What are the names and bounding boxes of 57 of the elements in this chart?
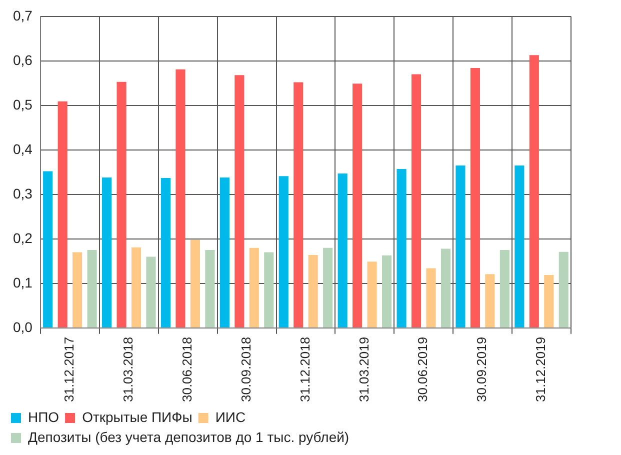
- legend-label: Открытые ПИФы: [82, 408, 192, 425]
- bar: [411, 74, 422, 328]
- x-tick-label: 31.12.2018: [297, 336, 312, 402]
- bar: [264, 252, 274, 328]
- legend-label: НПО: [28, 408, 60, 425]
- y-tick-label: 0,4: [12, 140, 33, 157]
- bar: [102, 178, 112, 328]
- bar: [456, 165, 466, 328]
- bar: [426, 268, 436, 328]
- bar: [367, 262, 377, 328]
- y-tick-label: 0,3: [12, 185, 33, 202]
- x-tick-label: 31.12.2017: [62, 336, 77, 402]
- x-tick-label: 30.09.2019: [474, 336, 490, 402]
- y-tick-label: 0,0: [12, 318, 33, 335]
- y-tick-label: 0,2: [12, 230, 33, 246]
- bar: [278, 176, 288, 328]
- x-tick-label: 31.03.2019: [356, 336, 372, 402]
- bar: [72, 252, 82, 328]
- bar: [352, 84, 362, 328]
- bar: [294, 82, 304, 328]
- x-tick-label: 31.03.2018: [120, 336, 136, 402]
- bar: [116, 82, 126, 328]
- bar: [544, 274, 554, 328]
- x-tick-label: 31.12.2019: [533, 336, 548, 402]
- bar: [58, 101, 68, 328]
- bar: [176, 69, 186, 328]
- bar: [500, 250, 510, 328]
- x-tick-label: 30.06.2019: [415, 336, 430, 402]
- bar: [160, 178, 171, 328]
- bar: [558, 252, 568, 328]
- y-tick-label: 0,6: [12, 52, 33, 68]
- bar: [249, 248, 259, 328]
- bar: [205, 250, 215, 328]
- bar: [234, 75, 244, 328]
- bar: [514, 165, 524, 328]
- legend-label: ИИС: [215, 408, 246, 425]
- bar: [146, 256, 156, 328]
- bar: [131, 247, 142, 328]
- y-tick-label: 0,5: [12, 96, 33, 112]
- bar: [470, 68, 480, 328]
- x-tick-label: 30.06.2018: [179, 336, 194, 402]
- bar: [308, 254, 318, 328]
- legend-label: Депозиты (без учета депозитов до 1 тыс. рублей): [28, 428, 350, 445]
- bar: [43, 171, 53, 328]
- y-tick-label: 0,1: [12, 274, 33, 290]
- bar: [529, 55, 539, 328]
- bar: [190, 240, 200, 328]
- bar: [338, 174, 348, 328]
- bar: [382, 255, 392, 328]
- y-tick-label: 0,7: [12, 7, 33, 24]
- bar: [485, 274, 495, 328]
- bar: [440, 248, 451, 328]
- bar: [396, 169, 406, 328]
- bar: [220, 178, 230, 328]
- x-tick-label: 30.09.2018: [238, 336, 254, 402]
- bar: [87, 250, 97, 328]
- bar: [323, 248, 333, 328]
